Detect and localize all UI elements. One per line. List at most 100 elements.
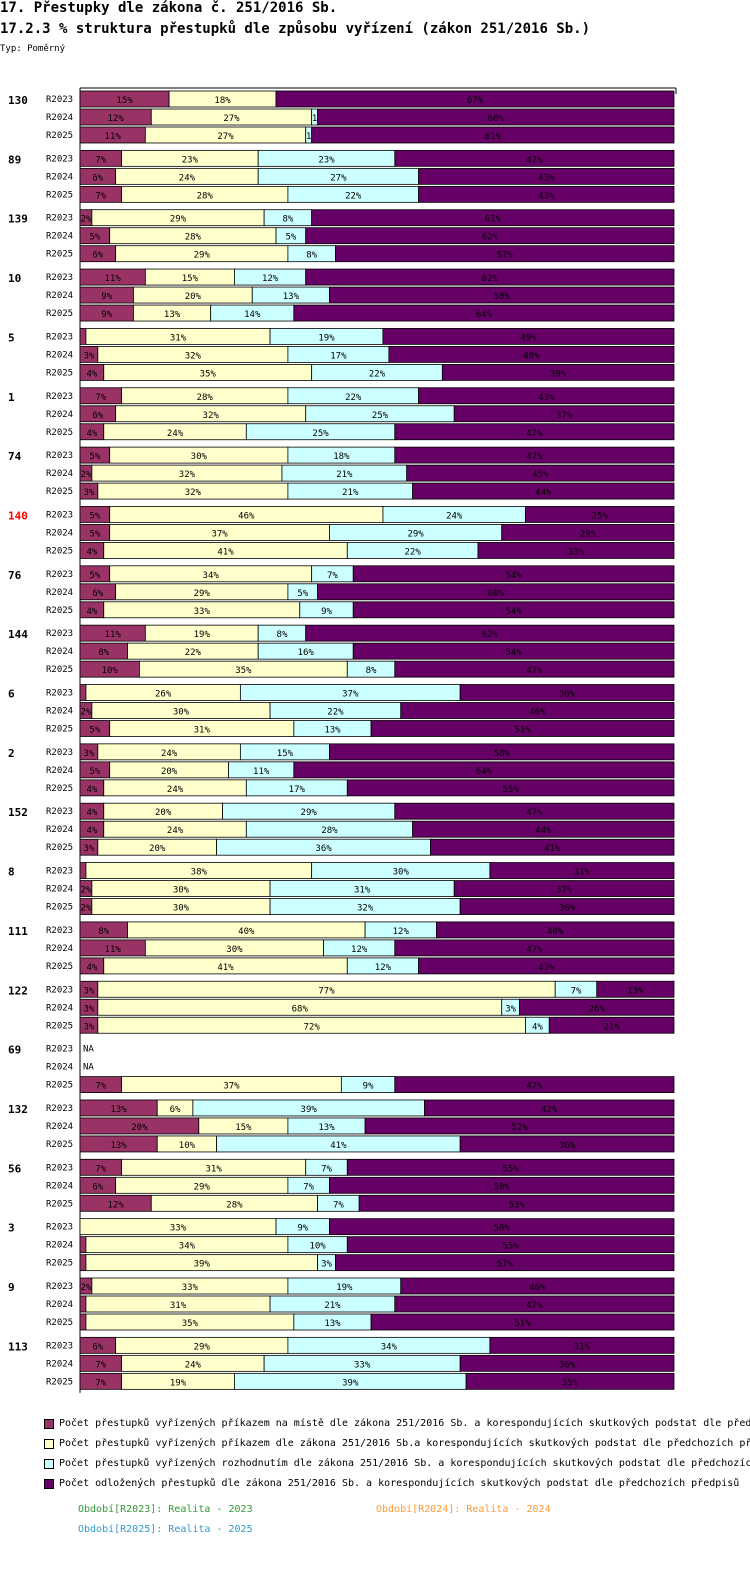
bar-segment xyxy=(79,327,87,345)
bar-data-label: 19% xyxy=(194,630,211,640)
bar-data-label: 7% xyxy=(95,1164,106,1174)
period-label: R2023 xyxy=(46,985,73,995)
bar-data-label: 7% xyxy=(327,571,338,581)
bar-data-label: 24% xyxy=(185,1360,202,1370)
period-label: R2023 xyxy=(46,629,73,639)
bar-data-label: 22% xyxy=(405,547,422,557)
legend-label-on-spot-order: Počet přestupků vyřízených příkazem na m… xyxy=(59,1418,750,1429)
period-label: R2025 xyxy=(46,962,73,972)
bar-data-label: 34% xyxy=(179,1242,196,1252)
bar-data-label: 27% xyxy=(223,114,240,124)
bar-data-label: 4% xyxy=(86,785,97,795)
group-label: 144 xyxy=(8,628,28,641)
period-label: R2025 xyxy=(46,131,73,141)
period-label: R2023 xyxy=(46,332,73,342)
bar-data-label: 39% xyxy=(550,369,567,379)
period-label: R2025 xyxy=(46,309,73,319)
bar-data-label: 44% xyxy=(535,826,552,836)
bar-segment xyxy=(317,108,675,126)
bar-data-label: 7% xyxy=(95,1378,106,1388)
bar-segment xyxy=(388,345,675,363)
bar-data-label: 5% xyxy=(89,767,100,777)
bar-data-label: 32% xyxy=(185,488,202,498)
bar-data-label: 7% xyxy=(95,155,106,165)
bar-data-label: 19% xyxy=(170,1378,187,1388)
legend-label-postponed: Počet odložených přestupků dle zákona 25… xyxy=(59,1478,740,1489)
bar-data-label: 9% xyxy=(101,310,112,320)
bar-data-label: 39% xyxy=(342,1378,359,1388)
bar-data-label: 29% xyxy=(194,1342,211,1352)
bar-data-label: 20% xyxy=(155,808,172,818)
bar-data-label: 5% xyxy=(89,511,100,521)
period-label: R2024 xyxy=(46,944,73,954)
bar-data-label: 7% xyxy=(95,1360,106,1370)
bar-data-label: 29% xyxy=(194,251,211,261)
bar-data-label: 24% xyxy=(167,785,184,795)
bar-data-label: 60% xyxy=(488,114,505,124)
bar-data-label: 37% xyxy=(556,411,573,421)
bar-data-label: 29% xyxy=(580,529,597,539)
bar-data-label: 12% xyxy=(375,963,392,973)
bar-data-label: 28% xyxy=(185,233,202,243)
bar-data-label: 8% xyxy=(98,648,109,658)
bar-data-label: 5% xyxy=(285,233,296,243)
bar-segment xyxy=(459,1354,675,1372)
legend-item-decision: Počet přestupků vyřízených rozhodnutím d… xyxy=(44,1458,750,1472)
bar-data-label: 53% xyxy=(508,1200,525,1210)
bar-data-label: 35% xyxy=(200,369,217,379)
bar-segment xyxy=(79,1313,87,1331)
bar-data-label: 13% xyxy=(110,1105,127,1115)
bar-data-label: 7% xyxy=(571,986,582,996)
bar-data-label: 64% xyxy=(476,310,493,320)
bar-data-label: 31% xyxy=(206,1164,223,1174)
bar-data-label: 11% xyxy=(253,767,270,777)
bar-data-label: 4% xyxy=(86,607,97,617)
bar-data-label: 28% xyxy=(321,826,338,836)
bar-data-label: 35% xyxy=(235,666,252,676)
period-label: R2023 xyxy=(46,154,73,164)
bar-data-label: 22% xyxy=(345,191,362,201)
legend-item-order: Počet přestupků vyřízených příkazem dle … xyxy=(44,1438,750,1452)
bar-data-label: 31% xyxy=(170,1301,187,1311)
group-label: 8 xyxy=(8,866,15,879)
bar-data-label: 30% xyxy=(173,708,190,718)
period-label: R2024 xyxy=(46,1063,73,1073)
bar-data-label: 47% xyxy=(526,452,543,462)
period-label: R2023 xyxy=(46,1163,73,1173)
bar-data-label: 68% xyxy=(292,1004,309,1014)
bar-data-label: 12% xyxy=(108,1200,125,1210)
bar-data-label: 9% xyxy=(321,607,332,617)
group-label: 69 xyxy=(8,1044,21,1057)
bar-segment xyxy=(400,702,675,719)
bar-segment xyxy=(430,838,675,856)
bar-data-label: 30% xyxy=(393,868,410,878)
bar-segment xyxy=(293,761,675,779)
bar-data-label: 3% xyxy=(505,1004,516,1014)
bar-data-label: 12% xyxy=(351,945,368,955)
bar-data-label: 10% xyxy=(309,1242,326,1252)
legend-swatch-decision xyxy=(44,1458,54,1469)
period-label: R2025 xyxy=(46,190,73,200)
bar-data-label: 18% xyxy=(333,452,350,462)
bar-data-label: 13% xyxy=(318,1123,335,1133)
bar-data-label: 19% xyxy=(318,333,335,343)
bar-segment xyxy=(364,1117,675,1135)
period-label: R2023 xyxy=(46,1045,73,1055)
bar-segment xyxy=(394,446,675,464)
bar-data-label: 46% xyxy=(529,1283,546,1293)
bar-segment xyxy=(79,684,87,701)
bar-data-label: 29% xyxy=(194,1182,211,1192)
bar-segment xyxy=(329,1176,675,1194)
bar-data-label: 33% xyxy=(568,547,585,557)
bar-data-label: 5% xyxy=(89,726,100,736)
period-label: R2023 xyxy=(46,807,73,817)
bar-data-label: 40% xyxy=(547,927,564,937)
bar-data-label: 54% xyxy=(505,607,522,617)
legend-label-decision: Počet přestupků vyřízených rozhodnutím d… xyxy=(59,1458,750,1469)
period-label: R2023 xyxy=(46,510,73,520)
group-label: 152 xyxy=(8,806,28,819)
bar-data-label: 23% xyxy=(318,155,335,165)
period-label: R2024 xyxy=(46,172,73,182)
bar-data-label: 13% xyxy=(324,726,341,736)
bar-data-label: 2% xyxy=(81,215,92,225)
